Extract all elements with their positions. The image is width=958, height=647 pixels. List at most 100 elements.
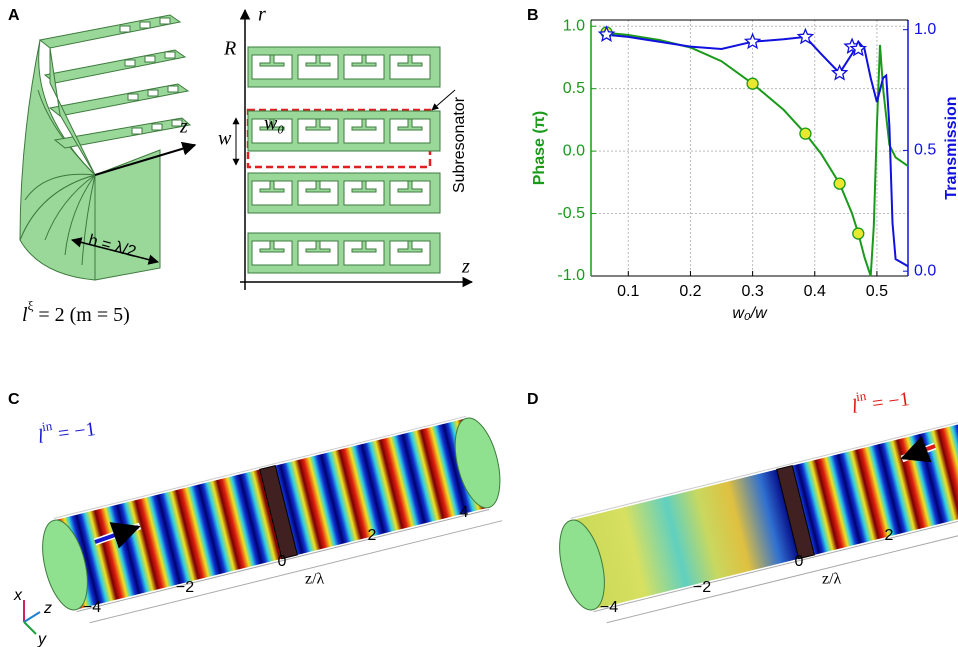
field bbox=[570, 468, 802, 610]
tick-label: −2 bbox=[176, 579, 194, 596]
cell-wall bbox=[351, 180, 377, 193]
mode-label: lin = −1 bbox=[849, 382, 911, 417]
charge-label: lξ = 2 (m = 5) bbox=[22, 298, 130, 326]
y2-tick-label: 1.0 bbox=[914, 21, 936, 38]
marker bbox=[830, 63, 849, 81]
charge-rest: = 2 (m = 5) bbox=[33, 304, 129, 326]
cell-wall bbox=[351, 118, 377, 131]
direction-arrow bbox=[900, 436, 936, 463]
triad-label: z bbox=[43, 600, 52, 617]
x-tick-label: 0.5 bbox=[866, 283, 888, 300]
bounding-line bbox=[606, 520, 958, 624]
bounding-line bbox=[570, 415, 958, 519]
mode-sup: in bbox=[41, 418, 54, 434]
mode-label: lin = −1 bbox=[35, 412, 97, 447]
cell-wall bbox=[259, 118, 285, 131]
y-axis-label: Phase (π) bbox=[531, 111, 548, 186]
cell bbox=[297, 240, 339, 266]
y-tick-label: 1.0 bbox=[563, 17, 585, 34]
period-label: w bbox=[218, 128, 232, 150]
tick-label: 4 bbox=[460, 504, 469, 521]
y2-tick-label: 0.5 bbox=[914, 142, 936, 159]
mode-symbol: l bbox=[36, 425, 45, 448]
cell-wall bbox=[397, 240, 423, 253]
panel-label: B bbox=[527, 7, 539, 24]
cell-wall bbox=[305, 54, 331, 67]
y-tick-label: -1.0 bbox=[557, 267, 585, 284]
y2-axis-label: Transmission bbox=[943, 96, 958, 199]
cell-wall bbox=[259, 54, 285, 67]
subresonator-label: Subresonator bbox=[451, 96, 468, 193]
cell-wall bbox=[351, 54, 377, 67]
radius-label: R bbox=[223, 38, 236, 60]
gap-label: w₀ bbox=[264, 113, 284, 135]
cell-wall bbox=[397, 118, 423, 131]
marker bbox=[849, 39, 868, 57]
y-tick-label: -0.5 bbox=[557, 205, 585, 222]
mode-symbol: l bbox=[850, 395, 859, 418]
bounding-line bbox=[53, 415, 467, 519]
tick-label: 2 bbox=[368, 527, 377, 544]
tick-label: −4 bbox=[83, 599, 101, 616]
mode-rest: = −1 bbox=[52, 418, 97, 446]
x-tick-label: 0.3 bbox=[741, 283, 763, 300]
cell-wall bbox=[259, 180, 285, 193]
field-cylinder: −4 −2 0 2 4 z/λ bbox=[42, 415, 503, 624]
cell-wall bbox=[259, 240, 285, 253]
metasurface-3d bbox=[19, 14, 197, 281]
y-tick-label: 0.0 bbox=[563, 142, 585, 159]
marker bbox=[743, 32, 762, 50]
axis-label: z/λ bbox=[822, 571, 842, 588]
cell-wall bbox=[305, 240, 331, 253]
bounding-line bbox=[76, 509, 490, 613]
axis-label: r bbox=[258, 4, 266, 26]
cell-wall bbox=[351, 240, 377, 253]
direction-arrow bbox=[94, 522, 141, 549]
axis-label: z bbox=[179, 116, 188, 138]
cell-wall bbox=[305, 118, 331, 131]
series-line bbox=[603, 33, 909, 268]
axis-label: z/λ bbox=[305, 571, 325, 588]
marker bbox=[833, 177, 846, 190]
tick-label: 0 bbox=[795, 553, 804, 570]
metasurface bbox=[776, 464, 815, 560]
end-cap bbox=[559, 519, 605, 611]
tube bbox=[559, 415, 958, 624]
marker bbox=[852, 227, 865, 240]
charge-symbol: l bbox=[22, 304, 28, 326]
axis-triad bbox=[23, 600, 41, 635]
triad-label: x bbox=[13, 587, 23, 604]
series-line bbox=[603, 31, 909, 277]
metasurface bbox=[259, 464, 298, 560]
marker bbox=[796, 27, 815, 45]
panel-label: C bbox=[8, 391, 20, 408]
end-cap bbox=[42, 519, 88, 611]
charge-sup: ξ bbox=[28, 298, 34, 313]
mode-sup: in bbox=[855, 388, 868, 404]
tube bbox=[42, 415, 503, 624]
y-tick-label: 0.5 bbox=[563, 80, 585, 97]
panel-label: D bbox=[527, 391, 539, 408]
tick-label: 0 bbox=[278, 553, 287, 570]
bounding-line bbox=[89, 520, 503, 624]
end-cap bbox=[454, 417, 501, 509]
x-tick-label: 0.2 bbox=[679, 283, 701, 300]
x-tick-label: 0.1 bbox=[617, 283, 639, 300]
axis-label: z bbox=[461, 256, 470, 278]
cell-wall bbox=[397, 180, 423, 193]
triad-label: y bbox=[37, 631, 47, 647]
x-axis-label: w₀/w bbox=[732, 305, 768, 322]
x-tick-label: 0.4 bbox=[804, 283, 826, 300]
tick-label: −2 bbox=[693, 579, 711, 596]
cell-wall bbox=[397, 54, 423, 67]
marker bbox=[746, 77, 759, 90]
panel-label: A bbox=[8, 7, 20, 24]
mode-rest: = −1 bbox=[866, 388, 911, 416]
marker bbox=[597, 25, 616, 42]
cell-wall bbox=[305, 180, 331, 193]
y2-tick-label: 0.0 bbox=[914, 262, 936, 279]
tick-label: 2 bbox=[885, 527, 894, 544]
schematic bbox=[232, 8, 474, 290]
